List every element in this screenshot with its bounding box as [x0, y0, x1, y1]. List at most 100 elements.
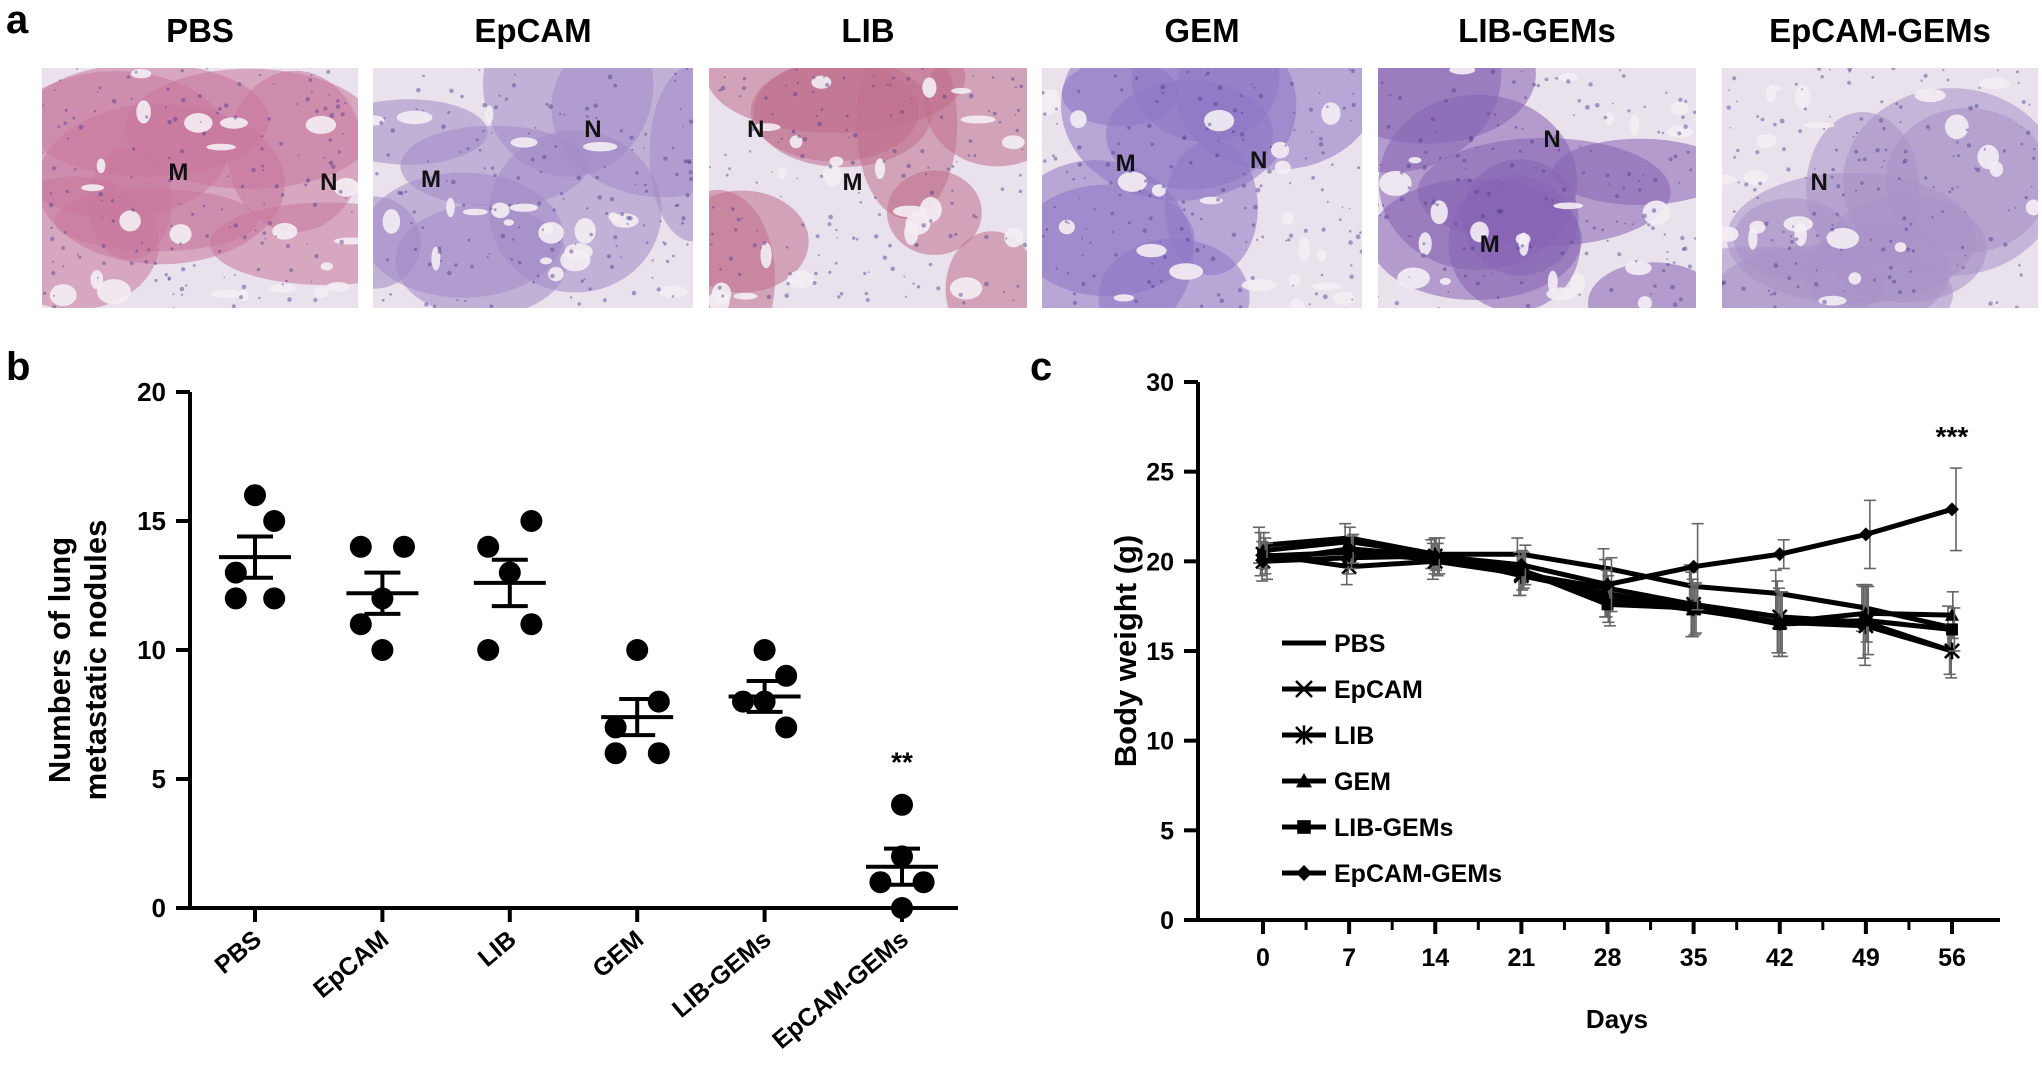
histology-marker-label: M: [842, 168, 863, 196]
data-point: [349, 535, 372, 558]
marker-square: [1859, 614, 1872, 627]
legend-label: EpCAM: [1334, 676, 1423, 704]
histology-title: LIB: [841, 12, 895, 49]
data-point: [604, 742, 627, 765]
data-point: [647, 690, 670, 713]
histology-title: EpCAM: [474, 12, 592, 49]
y-tick-label: 5: [1160, 817, 1174, 845]
histology-marker-label: M: [421, 166, 441, 194]
data-point: [775, 716, 798, 739]
panel-c-letter: c: [1030, 345, 1053, 389]
data-point: [891, 897, 913, 919]
y-axis-title: Numbers of lungmetastatic nodules: [42, 520, 113, 801]
legend-label: LIB-GEMs: [1334, 814, 1453, 842]
marker-diamond: [1772, 547, 1787, 562]
x-tick-label: 35: [1680, 944, 1708, 972]
legend-label: LIB: [1334, 722, 1374, 750]
x-axis-title: Days: [1586, 1004, 1648, 1034]
x-tick-label: 56: [1938, 944, 1966, 972]
y-tick-label: 20: [137, 377, 166, 407]
data-point: [604, 716, 627, 739]
y-axis-title: Body weight (g): [1108, 535, 1143, 767]
data-point: [626, 639, 649, 661]
x-tick-label: GEM: [587, 925, 649, 983]
marker-square: [1946, 623, 1958, 636]
significance-marker: ***: [1936, 421, 1969, 452]
data-point: [891, 793, 913, 816]
marker-diamond: [1428, 548, 1443, 563]
histology-marker-label: N: [584, 116, 602, 143]
histology-marker-label: M: [168, 159, 189, 187]
marker-diamond: [1256, 554, 1270, 569]
y-tick-label: 15: [1146, 638, 1174, 666]
x-tick-label: 49: [1852, 944, 1880, 972]
y-tick-label: 0: [1160, 907, 1174, 935]
y-tick-label: 0: [152, 893, 166, 923]
x-tick-label: 14: [1421, 944, 1449, 972]
histology-title: EpCAM-GEMs: [1769, 12, 1991, 49]
histology-marker-label: M: [1479, 231, 1500, 259]
data-point: [371, 639, 394, 661]
series-epcam-gems: [1256, 467, 1962, 613]
marker-square: [1687, 602, 1700, 614]
y-tick-label: 30: [1146, 369, 1174, 397]
data-point: [869, 871, 892, 894]
marker-diamond: [1342, 541, 1357, 556]
y-tick-label: 10: [1146, 728, 1174, 756]
histology-marker-label: N: [1250, 147, 1268, 175]
marker-diamond: [1600, 577, 1615, 592]
histology-image: N: [1722, 68, 2038, 308]
data-point: [263, 587, 286, 610]
marker-cross: [1295, 680, 1313, 698]
marker-diamond: [1686, 559, 1701, 574]
legend-label: PBS: [1334, 630, 1385, 658]
x-tick-label: 28: [1594, 944, 1622, 972]
x-tick-label: 42: [1766, 944, 1794, 972]
marker-square: [1773, 618, 1786, 631]
data-point: [349, 613, 372, 636]
marker-diamond: [1945, 502, 1959, 517]
legend-label: GEM: [1334, 768, 1391, 796]
marker-diamond: [1858, 527, 1873, 542]
x-tick-label: LIB-GEMs: [667, 925, 777, 1023]
data-point: [912, 871, 935, 894]
y-tick-label: 5: [152, 764, 166, 794]
histology-marker-label: N: [320, 168, 338, 196]
marker-diamond: [1514, 557, 1529, 572]
x-tick-label: PBS: [209, 925, 266, 979]
data-point: [477, 639, 500, 661]
data-point: [477, 535, 500, 558]
x-tick-label: LIB: [473, 925, 522, 972]
y-tick-label: 15: [137, 506, 166, 536]
histology-title: PBS: [166, 12, 234, 49]
data-point: [732, 690, 754, 713]
histology-marker-label: N: [1810, 168, 1828, 196]
data-point: [520, 613, 543, 636]
panel-a-letter: a: [6, 0, 29, 42]
data-point: [753, 639, 776, 661]
legend-label: EpCAM-GEMs: [1334, 860, 1502, 888]
data-point: [263, 510, 286, 532]
x-tick-label: 7: [1342, 944, 1356, 972]
data-point: [647, 742, 670, 765]
marker-diamond: [1296, 865, 1312, 881]
y-tick-label: 20: [1146, 548, 1174, 576]
histology-title: LIB-GEMs: [1458, 12, 1616, 49]
significance-marker: **: [891, 746, 913, 777]
data-point: [224, 587, 247, 610]
y-tick-label: 25: [1146, 459, 1174, 487]
marker-square: [1297, 820, 1311, 834]
histology-marker-label: N: [747, 116, 765, 143]
marker-triangle: [1945, 608, 1959, 621]
histology-marker-label: N: [1543, 125, 1561, 153]
data-point: [393, 535, 415, 558]
panel-b-letter: b: [6, 345, 31, 389]
histology-marker-label: M: [1115, 149, 1136, 177]
nodule-count-chart: 0 5 10 15 20 PBS EpCAM LIB GEM LIB-GEMsEpCAM-GEMs…: [42, 377, 958, 1050]
data-point: [520, 510, 543, 532]
marker-star: [1295, 725, 1313, 745]
data-point: [775, 664, 798, 687]
